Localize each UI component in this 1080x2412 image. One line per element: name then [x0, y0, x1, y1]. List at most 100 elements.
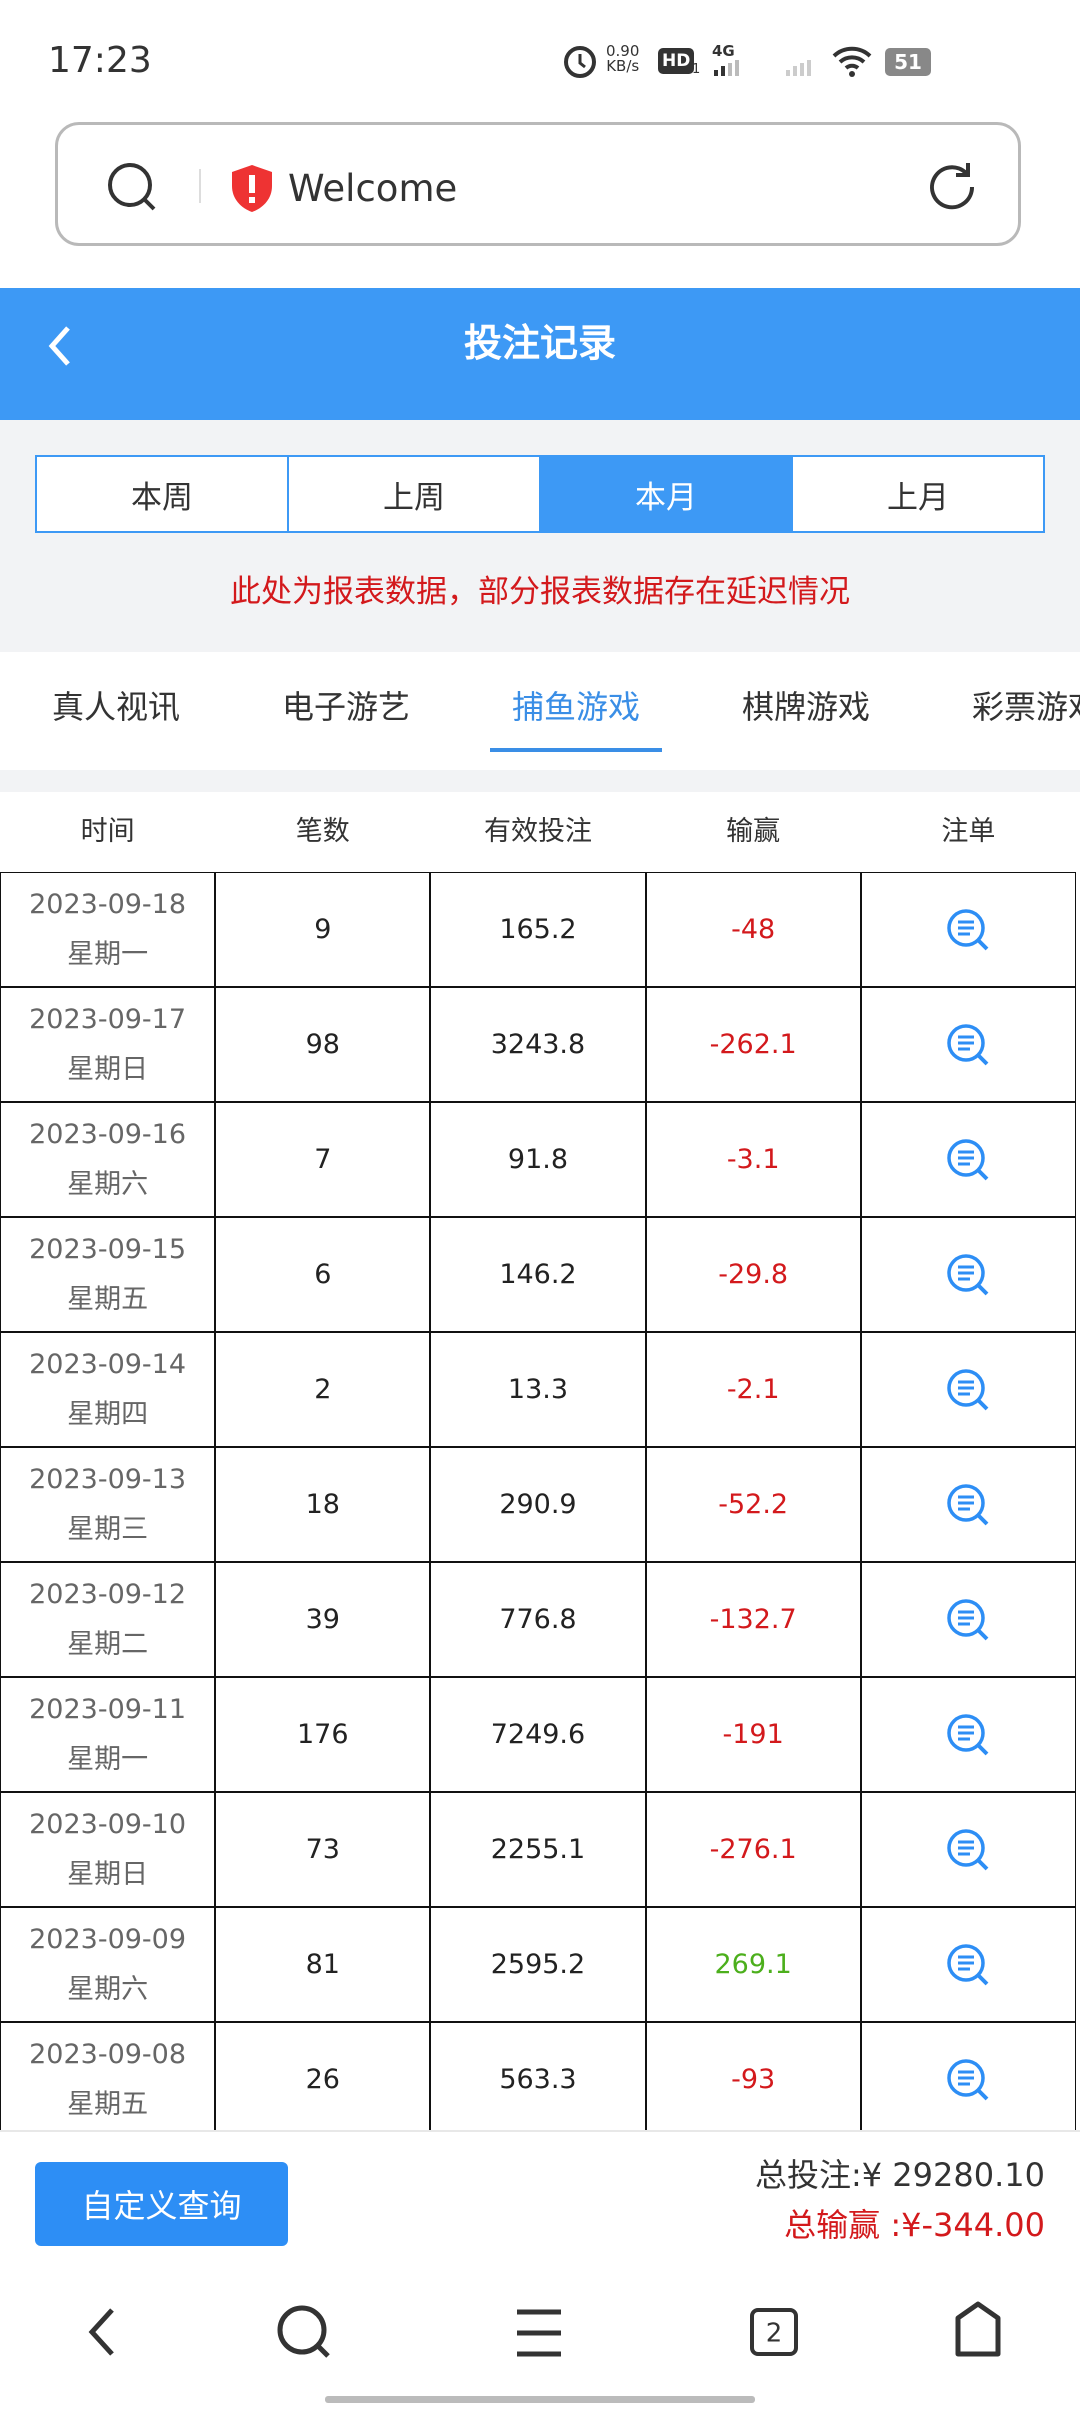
- nav-back[interactable]: [88, 2308, 114, 2356]
- game-tab[interactable]: 电子游艺: [281, 688, 410, 726]
- detail-cell: [860, 1677, 1076, 1792]
- url-bar[interactable]: Welcome: [55, 122, 1021, 246]
- date: 2023-09-16: [29, 1118, 187, 1150]
- network: 4G: [712, 42, 735, 60]
- detail-cell: [860, 1102, 1076, 1217]
- page-title: 投注记录: [463, 321, 616, 365]
- column-header: 时间: [80, 816, 135, 847]
- weekday: 星期二: [67, 1628, 149, 1660]
- table-row: 2023-09-14 星期四 2 13.3 -2.1: [0, 1332, 1076, 1447]
- date: 2023-09-13: [29, 1463, 187, 1495]
- date-cell: 2023-09-12 星期二: [0, 1562, 216, 1677]
- speed-unit: KB/s: [606, 57, 640, 75]
- back-button[interactable]: [44, 324, 74, 368]
- notice: 此处为报表数据，部分报表数据存在延迟情况: [230, 574, 850, 610]
- detail-cell: [860, 1562, 1076, 1677]
- bet-cell: 7249.6: [430, 1677, 646, 1792]
- count-cell: 81: [215, 1907, 431, 2022]
- bet-cell: 13.3: [430, 1332, 646, 1447]
- footer: 自定义查询 总投注:¥ 29280.10 总输赢 :¥-344.00: [0, 2130, 1080, 2260]
- detail-cell: [860, 1447, 1076, 1562]
- wifi-icon: [832, 46, 872, 77]
- date: 2023-09-17: [29, 1003, 187, 1035]
- battery: 51: [885, 48, 931, 76]
- period-tab[interactable]: 本周: [131, 479, 193, 516]
- count-cell: 98: [215, 987, 431, 1102]
- winloss-cell: -262.1: [645, 987, 861, 1102]
- detail-icon[interactable]: [945, 1482, 991, 1528]
- weekday: 星期六: [67, 1168, 149, 1200]
- hd-badge: HD: [658, 48, 695, 74]
- detail-icon[interactable]: [945, 1022, 991, 1068]
- bet-cell: 2595.2: [430, 1907, 646, 2022]
- table-body: 2023-09-18 星期一 9 165.2 -48 2023-09-17 星期日 98 324…: [0, 872, 1080, 2130]
- date-cell: 2023-09-10 星期日: [0, 1792, 216, 1907]
- status-bar: 17:23 0.90 KB/s HD 1 4G 51: [0, 0, 1080, 115]
- bet-cell: 2255.1: [430, 1792, 646, 1907]
- period-tab[interactable]: 上周: [287, 457, 539, 531]
- table-row: 2023-09-13 星期三 18 290.9 -52.2: [0, 1447, 1076, 1562]
- detail-icon[interactable]: [945, 1942, 991, 1988]
- detail-cell: [860, 987, 1076, 1102]
- bet-cell: 563.3: [430, 2022, 646, 2130]
- bet-cell: 3243.8: [430, 987, 646, 1102]
- weekday: 星期六: [67, 1973, 149, 2005]
- game-tab[interactable]: 棋牌游戏: [741, 688, 870, 726]
- date-cell: 2023-09-11 星期一: [0, 1677, 216, 1792]
- game-tab[interactable]: 真人视讯: [51, 688, 180, 726]
- table-row: 2023-09-16 星期六 7 91.8 -3.1: [0, 1102, 1076, 1217]
- nav-menu[interactable]: [517, 2309, 561, 2357]
- time: 17:23: [48, 40, 152, 81]
- count-cell: 39: [215, 1562, 431, 1677]
- winloss-cell: -93: [645, 2022, 861, 2130]
- nav-icons: 2: [88, 2301, 1001, 2403]
- detail-icon[interactable]: [945, 1712, 991, 1758]
- table-row: 2023-09-08 星期五 26 563.3 -93: [0, 2022, 1076, 2130]
- detail-icon[interactable]: [945, 1137, 991, 1183]
- column-header: 笔数: [295, 816, 350, 847]
- signal-icons: [714, 60, 811, 76]
- winloss-cell: -191: [645, 1677, 861, 1792]
- detail-icon[interactable]: [945, 1827, 991, 1873]
- date: 2023-09-14: [29, 1348, 187, 1380]
- search-icon: [108, 163, 156, 211]
- date: 2023-09-08: [29, 2038, 187, 2070]
- net-speed: 0.90 KB/s: [606, 44, 639, 74]
- game-tab[interactable]: 捕鱼游戏: [511, 688, 640, 726]
- period-tab[interactable]: 本月: [539, 457, 791, 531]
- detail-cell: [860, 1792, 1076, 1907]
- date: 2023-09-11: [29, 1693, 187, 1725]
- table-row: 2023-09-12 星期二 39 776.8 -132.7: [0, 1562, 1076, 1677]
- total-winloss: 总输赢 :¥-344.00: [784, 2206, 1045, 2244]
- detail-icon[interactable]: [945, 2057, 991, 2103]
- nav-search[interactable]: [277, 2305, 330, 2358]
- game-tab[interactable]: 彩票游戏: [971, 688, 1080, 726]
- winloss-cell: -2.1: [645, 1332, 861, 1447]
- separator: [0, 770, 1080, 792]
- detail-icon[interactable]: [945, 1597, 991, 1643]
- shield-icon: [232, 165, 272, 212]
- detail-icon[interactable]: [945, 1252, 991, 1298]
- bet-cell: 165.2: [430, 872, 646, 987]
- winloss-cell: -132.7: [645, 1562, 861, 1677]
- bet-cell: 290.9: [430, 1447, 646, 1562]
- detail-cell: [860, 1217, 1076, 1332]
- count-cell: 7: [215, 1102, 431, 1217]
- detail-icon[interactable]: [945, 1367, 991, 1413]
- count-cell: 73: [215, 1792, 431, 1907]
- nav-home[interactable]: [955, 2301, 1001, 2357]
- weekday: 星期三: [67, 1513, 149, 1545]
- detail-icon[interactable]: [945, 907, 991, 953]
- winloss-cell: -52.2: [645, 1447, 861, 1562]
- date-cell: 2023-09-18 星期一: [0, 872, 216, 987]
- table-row: 2023-09-18 星期一 9 165.2 -48: [0, 872, 1076, 987]
- detail-cell: [860, 872, 1076, 987]
- bet-cell: 146.2: [430, 1217, 646, 1332]
- reload-icon[interactable]: [928, 161, 980, 213]
- period-tab[interactable]: 上月: [791, 457, 1043, 531]
- divider: [199, 169, 201, 203]
- custom-query-button[interactable]: 自定义查询: [35, 2162, 288, 2246]
- table-header: 时间 笔数 有效投注 输赢 注单: [0, 792, 1080, 872]
- nav-tabs[interactable]: [750, 2308, 798, 2356]
